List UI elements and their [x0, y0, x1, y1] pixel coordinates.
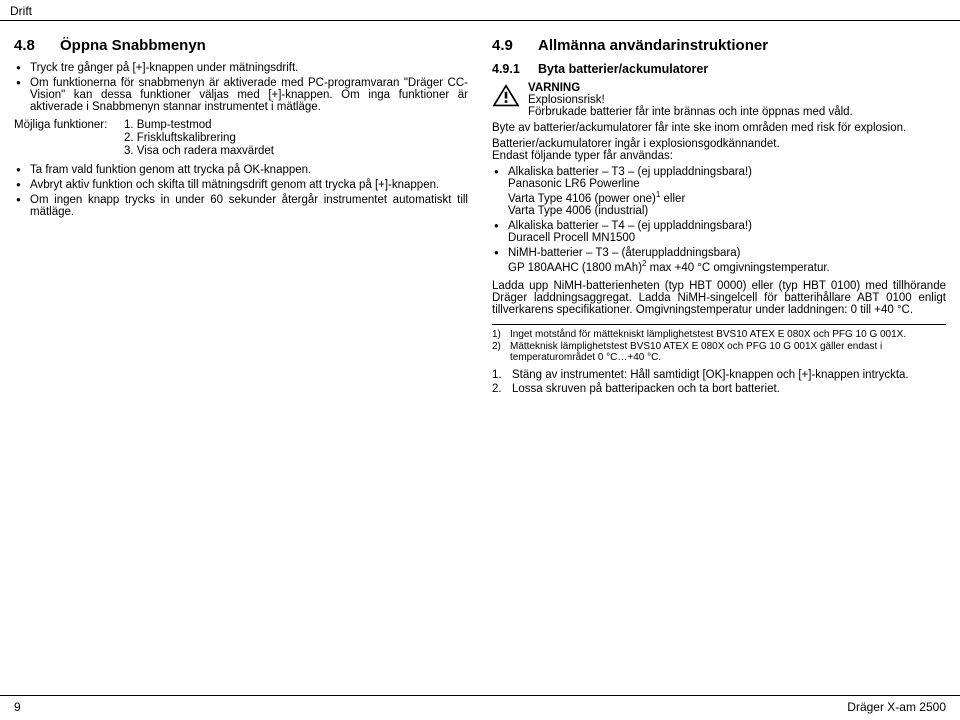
paragraph: Ladda upp NiMH-batterienheten (typ HBT 0…: [492, 280, 946, 316]
step-number: 1.: [492, 369, 512, 381]
paragraph: Batterier/ackumulatorer ingår i explosio…: [492, 138, 946, 162]
functions-list: 1. Bump-testmod 2. Friskluftskalibrering…: [124, 119, 468, 158]
text: GP 180AAHC (1800 mAh): [508, 262, 642, 274]
steps-list: 1. Stäng av instrumentet: Håll samtidigt…: [492, 369, 946, 395]
list-item: Tryck tre gånger på [+]-knappen under mä…: [14, 62, 468, 74]
product-name: Dräger X-am 2500: [847, 700, 946, 714]
footnote: 1) Inget motstånd för mättekniskt lämpli…: [492, 329, 946, 340]
warning-icon: [492, 84, 520, 108]
section-heading: Allmänna användarinstruktioner: [538, 37, 768, 54]
bullet-list: Tryck tre gånger på [+]-knappen under mä…: [14, 62, 468, 113]
bullet-list: Ta fram vald funktion genom att trycka p…: [14, 164, 468, 218]
text: Duracell Procell MN1500: [508, 232, 635, 244]
warning-line: Förbrukade batterier får inte brännas oc…: [528, 106, 946, 118]
section-title-4-9: 4.9 Allmänna användarinstruktioner: [492, 37, 946, 54]
main-content: 4.8 Öppna Snabbmenyn Tryck tre gånger på…: [0, 21, 960, 397]
divider: [492, 324, 946, 325]
right-column: 4.9 Allmänna användarinstruktioner 4.9.1…: [492, 31, 946, 397]
text: Batterier/ackumulatorer ingår i explosio…: [492, 138, 780, 150]
text: eller: [660, 193, 685, 205]
list-item: Alkaliska batterier – T3 – (ej uppladdni…: [492, 166, 946, 217]
step-item: 1. Stäng av instrumentet: Håll samtidigt…: [492, 369, 946, 381]
list-item: Avbryt aktiv funktion och skifta till mä…: [14, 179, 468, 191]
subsection-title-4-9-1: 4.9.1 Byta batterier/ackumulatorer: [492, 62, 946, 76]
section-heading: Öppna Snabbmenyn: [60, 37, 206, 54]
warning-block: VARNING Explosionsrisk! Förbrukade batte…: [492, 82, 946, 118]
text: Varta Type 4006 (industrial): [508, 205, 648, 217]
text: max +40 °C omgivningstemperatur.: [646, 262, 829, 274]
left-column: 4.8 Öppna Snabbmenyn Tryck tre gånger på…: [14, 31, 468, 397]
paragraph: Byte av batterier/ackumulatorer får inte…: [492, 122, 946, 134]
subsection-number: 4.9.1: [492, 62, 538, 76]
functions-label: Möjliga funktioner:: [14, 119, 124, 158]
page-number: 9: [14, 700, 21, 714]
page-header: Drift: [0, 0, 960, 21]
subsection-heading: Byta batterier/ackumulatorer: [538, 62, 708, 76]
footnote-number: 1): [492, 329, 510, 340]
function-item: 3. Visa och radera maxvärdet: [124, 145, 468, 157]
footnote-number: 2): [492, 341, 510, 363]
step-number: 2.: [492, 383, 512, 395]
step-item: 2. Lossa skruven på batteripacken och ta…: [492, 383, 946, 395]
footnotes: 1) Inget motstånd för mättekniskt lämpli…: [492, 329, 946, 363]
list-item: Om funktionerna för snabbmenyn är aktive…: [14, 77, 468, 113]
section-number: 4.8: [14, 37, 60, 54]
function-item: 2. Friskluftskalibrering: [124, 132, 468, 144]
page-footer: 9 Dräger X-am 2500: [0, 695, 960, 720]
footnote-text: Inget motstånd för mättekniskt lämplighe…: [510, 329, 906, 340]
text: NiMH-batterier – T3 – (återuppladdningsb…: [508, 247, 740, 259]
text: Endast följande typer får användas:: [492, 150, 673, 162]
footnote: 2) Mätteknisk lämplighetstest BVS10 ATEX…: [492, 341, 946, 363]
warning-line: Explosionsrisk!: [528, 94, 946, 106]
battery-type-list: Alkaliska batterier – T3 – (ej uppladdni…: [492, 166, 946, 274]
section-number: 4.9: [492, 37, 538, 54]
text: Varta Type 4106 (power one): [508, 193, 656, 205]
footnote-text: Mätteknisk lämplighetstest BVS10 ATEX E …: [510, 341, 946, 363]
text: Alkaliska batterier – T4 – (ej uppladdni…: [508, 220, 752, 232]
step-text: Lossa skruven på batteripacken och ta bo…: [512, 383, 780, 395]
section-title-4-8: 4.8 Öppna Snabbmenyn: [14, 37, 468, 54]
step-text: Stäng av instrumentet: Håll samtidigt [O…: [512, 369, 909, 381]
warning-text: VARNING Explosionsrisk! Förbrukade batte…: [528, 82, 946, 118]
text: Alkaliska batterier – T3 – (ej uppladdni…: [508, 166, 752, 178]
list-item: NiMH-batterier – T3 – (återuppladdningsb…: [492, 247, 946, 274]
functions-block: Möjliga funktioner: 1. Bump-testmod 2. F…: [14, 119, 468, 158]
warning-label: VARNING: [528, 82, 946, 94]
function-item: 1. Bump-testmod: [124, 119, 468, 131]
list-item: Om ingen knapp trycks in under 60 sekund…: [14, 194, 468, 218]
text: Panasonic LR6 Powerline: [508, 178, 640, 190]
list-item: Ta fram vald funktion genom att trycka p…: [14, 164, 468, 176]
list-item: Alkaliska batterier – T4 – (ej uppladdni…: [492, 220, 946, 244]
